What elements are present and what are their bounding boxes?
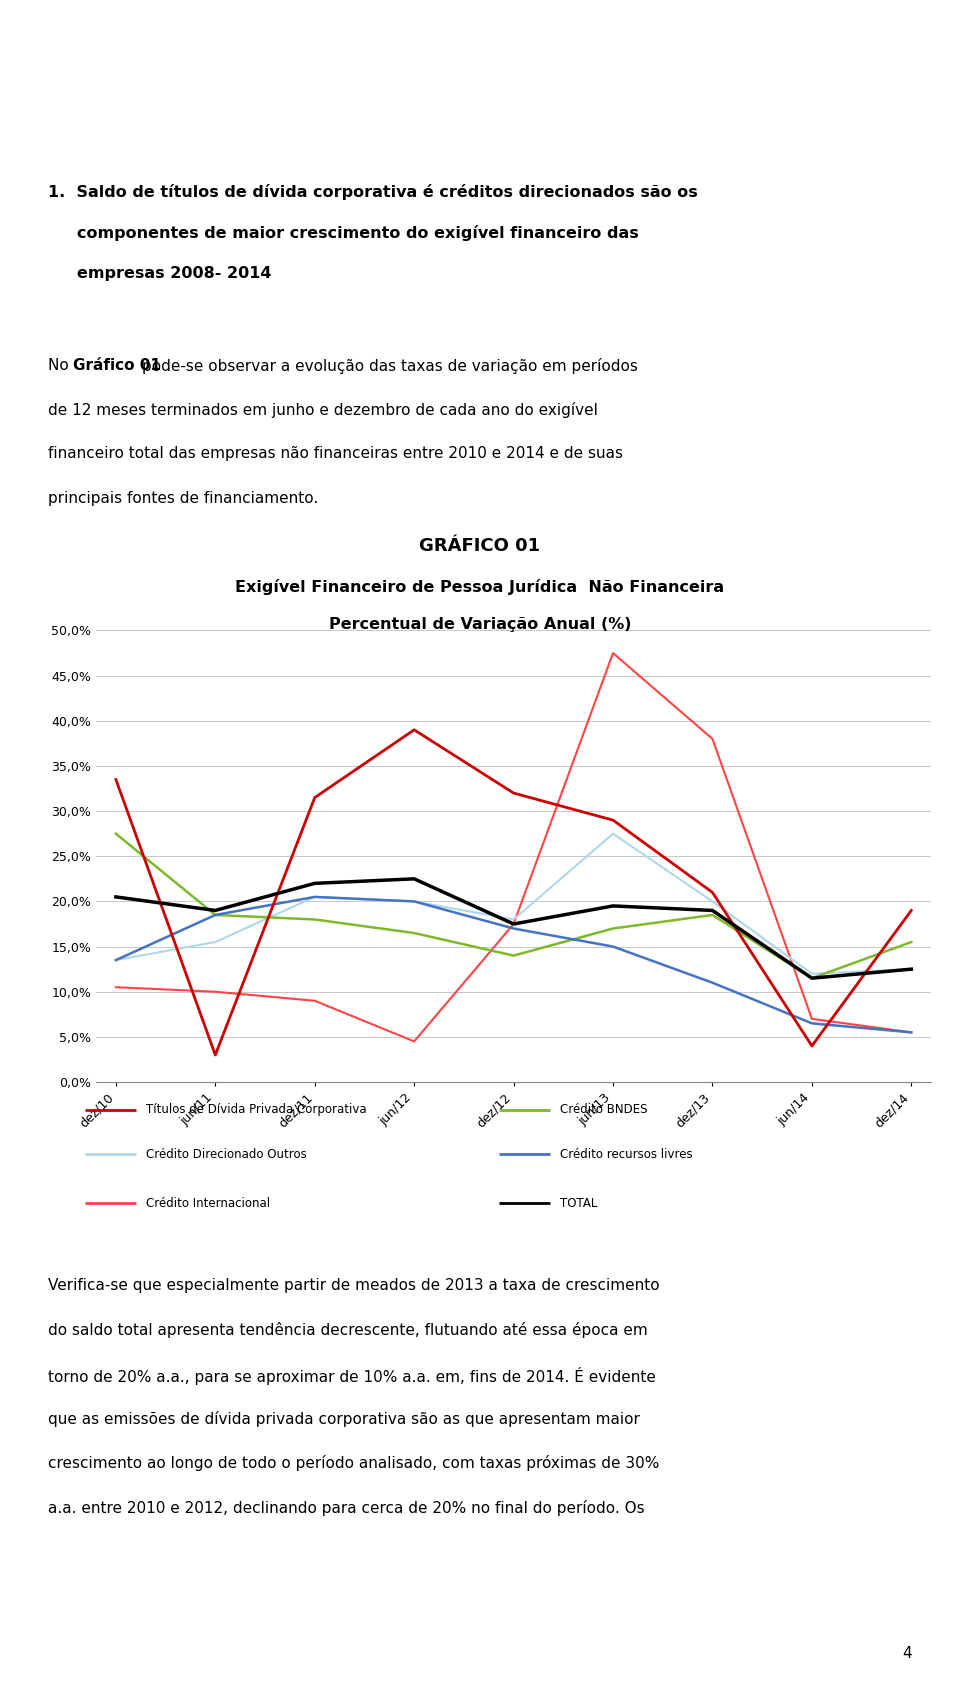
- Text: principais fontes de financiamento.: principais fontes de financiamento.: [48, 491, 319, 506]
- Text: TOTAL: TOTAL: [560, 1196, 597, 1210]
- Text: Exigível Financeiro de Pessoa Jurídica  Não Financeira: Exigível Financeiro de Pessoa Jurídica N…: [235, 579, 725, 595]
- Text: 4: 4: [902, 1646, 912, 1661]
- Text: No: No: [48, 358, 74, 373]
- Text: a.a. entre 2010 e 2012, declinando para cerca de 20% no final do período. Os: a.a. entre 2010 e 2012, declinando para …: [48, 1500, 644, 1515]
- Text: que as emissões de dívida privada corporativa são as que apresentam maior: que as emissões de dívida privada corpor…: [48, 1411, 640, 1426]
- Text: do saldo total apresenta tendência decrescente, flutuando até essa época em: do saldo total apresenta tendência decre…: [48, 1322, 648, 1338]
- Text: Crédito Direcionado Outros: Crédito Direcionado Outros: [146, 1148, 307, 1160]
- Text: crescimento ao longo de todo o período analisado, com taxas próximas de 30%: crescimento ao longo de todo o período a…: [48, 1455, 660, 1471]
- Text: componentes de maior crescimento do exigível financeiro das: componentes de maior crescimento do exig…: [77, 225, 638, 240]
- Text: Centro de Estudos do IBMEC: Centro de Estudos do IBMEC: [359, 55, 601, 70]
- Text: 1.  Saldo de títulos de dívida corporativa é créditos direcionados são os: 1. Saldo de títulos de dívida corporativ…: [48, 184, 698, 199]
- Text: Crédito BNDES: Crédito BNDES: [560, 1102, 648, 1116]
- Text: GRÁFICO 01: GRÁFICO 01: [420, 537, 540, 556]
- Text: Verifica-se que especialmente partir de meados de 2013 a taxa de crescimento: Verifica-se que especialmente partir de …: [48, 1278, 660, 1293]
- Text: CEMEC: CEMEC: [445, 22, 515, 41]
- Text: Títulos de Dívida Privada Corporativa: Títulos de Dívida Privada Corporativa: [146, 1102, 367, 1116]
- Text: de 12 meses terminados em junho e dezembro de cada ano do exigível: de 12 meses terminados em junho e dezemb…: [48, 402, 598, 417]
- Text: Crédito Internacional: Crédito Internacional: [146, 1196, 270, 1210]
- Text: torno de 20% a.a., para se aproximar de 10% a.a. em, fins de 2014. É evidente: torno de 20% a.a., para se aproximar de …: [48, 1367, 656, 1385]
- Text: Percentual de Variação Anual (%): Percentual de Variação Anual (%): [328, 617, 632, 632]
- Text: financeiro total das empresas não financeiras entre 2010 e 2014 e de suas: financeiro total das empresas não financ…: [48, 446, 623, 462]
- Text: Crédito recursos livres: Crédito recursos livres: [560, 1148, 693, 1160]
- Text: empresas 2008- 2014: empresas 2008- 2014: [77, 266, 272, 281]
- Text: Gráfico 01: Gráfico 01: [73, 358, 161, 373]
- Text: pode-se observar a evolução das taxas de variação em períodos: pode-se observar a evolução das taxas de…: [142, 358, 638, 373]
